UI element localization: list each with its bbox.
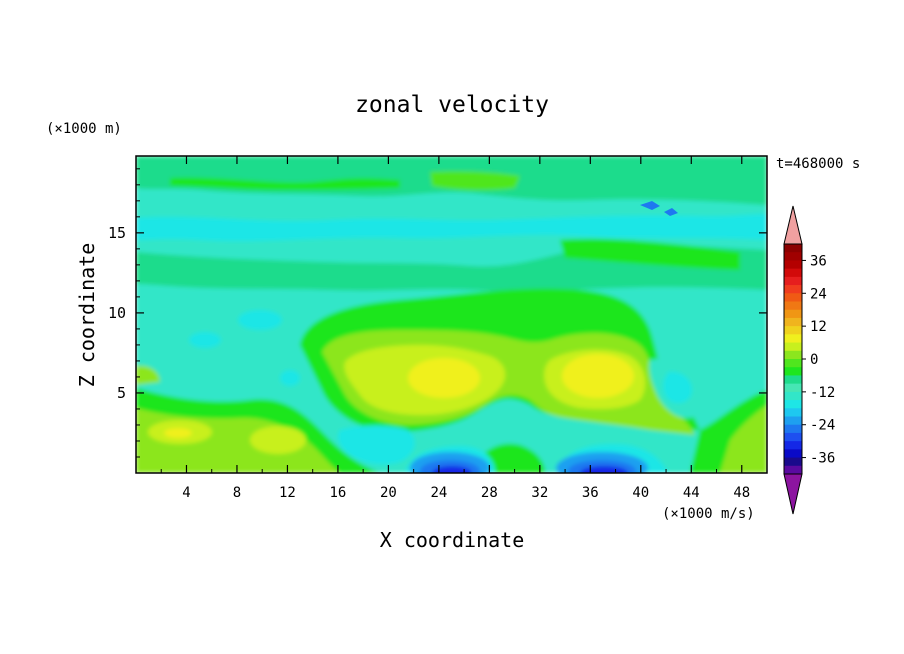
chart-title: zonal velocity <box>355 92 549 118</box>
x-tick-label: 20 <box>380 485 397 501</box>
colorbar-segment <box>784 293 802 302</box>
colorbar-segment <box>784 375 802 385</box>
colorbar-segment <box>784 367 802 376</box>
plot-frame <box>135 155 768 474</box>
colorbar-segment <box>784 309 802 319</box>
x-tick-label: 16 <box>329 485 346 501</box>
colorbar-segment <box>784 301 802 311</box>
colorbar-segment <box>784 432 802 442</box>
colorbar-segment <box>784 276 802 286</box>
y-tick-label: 10 <box>108 304 126 322</box>
colorbar-segment <box>784 441 802 450</box>
colorbar-segment <box>784 449 802 459</box>
y-tick-label: 5 <box>117 384 126 402</box>
x-unit-label: (×1000 m/s) <box>662 506 755 522</box>
x-tick-label: 28 <box>481 485 498 501</box>
x-tick-label: 4 <box>182 485 190 501</box>
x-tick-label: 40 <box>632 485 649 501</box>
x-tick-label: 32 <box>531 485 548 501</box>
colorbar-tick-label: -12 <box>810 385 835 401</box>
colorbar-tick-label: 12 <box>810 319 827 335</box>
colorbar-segment <box>784 465 802 475</box>
colorbar-tick-labels: 36 24 12 0 -12 -24 -36 <box>802 253 835 467</box>
colorbar-segment <box>784 317 802 327</box>
x-tick-label: 44 <box>683 485 700 501</box>
colorbar-segment <box>784 391 802 401</box>
colorbar-segment <box>784 252 802 261</box>
colorbar-segment <box>784 383 802 393</box>
colorbar-segment <box>784 268 802 278</box>
colorbar-tick-label: 36 <box>810 253 827 269</box>
colorbar-segment <box>784 424 802 434</box>
colorbar-segment <box>784 244 802 253</box>
colorbar-segment <box>784 342 802 352</box>
colorbar-under-arrow <box>783 473 803 515</box>
colorbar-over-arrow <box>783 205 803 245</box>
time-label: t=468000 s <box>776 156 860 172</box>
colorbar-segment <box>784 334 802 344</box>
y-axis-label: Z coordinate <box>75 243 99 388</box>
colorbar-tick-label: -24 <box>810 418 835 434</box>
y-axis-ticks: 5 10 15 <box>108 168 767 458</box>
colorbar-segment <box>784 359 802 368</box>
x-tick-label: 8 <box>233 485 241 501</box>
x-tick-label: 48 <box>733 485 750 501</box>
colorbar-tick-label: 24 <box>810 286 827 302</box>
colorbar-segment <box>784 416 802 426</box>
x-tick-label: 36 <box>582 485 599 501</box>
colorbar-tick-label: 0 <box>810 352 818 368</box>
colorbar <box>783 205 803 515</box>
x-axis-ticks: 4 8 12 16 20 24 28 32 36 40 44 48 <box>160 156 750 501</box>
y-unit-label: (×1000 m) <box>46 121 122 137</box>
x-tick-label: 12 <box>279 485 296 501</box>
x-axis-label: X coordinate <box>380 528 525 552</box>
colorbar-segment <box>784 457 802 467</box>
colorbar-segment <box>784 285 802 294</box>
colorbar-segment <box>784 260 802 270</box>
x-tick-label: 24 <box>430 485 447 501</box>
colorbar-segment <box>784 350 802 360</box>
y-tick-label: 15 <box>108 224 126 242</box>
contour-field <box>136 156 767 473</box>
colorbar-segment <box>784 408 802 417</box>
colorbar-segment <box>784 326 802 335</box>
colorbar-segment <box>784 400 802 409</box>
colorbar-tick-label: -36 <box>810 451 835 467</box>
